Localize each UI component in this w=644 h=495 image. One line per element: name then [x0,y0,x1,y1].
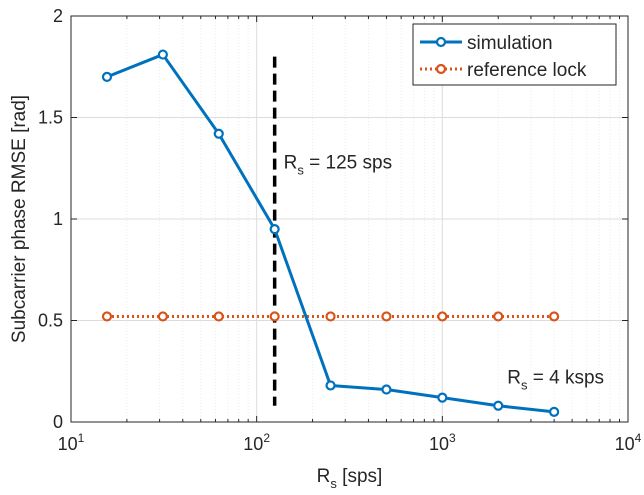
legend-reference-lock-label: reference lock [467,60,587,81]
plot-area [101,49,560,417]
axis-ticks: 101 102 103 104 0 0.5 1 1.5 2 [38,6,642,454]
x-tick-label: 104 [615,431,642,454]
x-tick-label: 102 [243,431,270,454]
series-simulation-point [325,380,336,391]
y-axis-label: Subcarrier phase RMSE [rad] [9,95,30,343]
x-tick-label: 103 [429,431,456,454]
y-tick-label: 1 [53,209,63,229]
legend: simulation reference lock [412,23,617,86]
series-simulation-point [157,49,168,60]
series-simulation-point [213,128,224,139]
y-tick-label: 1.5 [38,108,63,128]
legend-reference-lock-marker [435,63,447,75]
series-simulation-point [381,384,392,395]
y-tick-label: 0.5 [38,311,63,331]
y-tick-label: 2 [53,6,63,26]
series-reference-lock-point [213,311,224,322]
series-simulation-point [493,400,504,411]
x-tick-label: 101 [58,431,85,454]
legend-simulation-label: simulation [467,33,553,54]
annotation-label: Rs = 4 ksps [507,367,604,392]
series-reference-lock-point [269,311,280,322]
y-tick-label: 0 [53,412,63,432]
series-simulation-point [437,392,448,403]
x-axis-label: Rs [sps] [317,466,383,491]
series-reference-lock-point [325,311,336,322]
annotation-label: Rs = 125 sps [284,152,392,177]
legend-box [412,23,617,86]
legend-simulation-marker [435,36,447,48]
series-reference-lock-point [549,311,560,322]
series-reference-lock-point [381,311,392,322]
series-reference-lock-point [437,311,448,322]
series-simulation-point [101,71,113,83]
series-reference-lock-point [493,311,504,322]
series-reference-lock-point [157,311,168,322]
series-simulation-point [269,224,280,235]
series-reference-lock-point [101,311,113,322]
series-simulation-point [549,406,560,417]
annotations: Rs = 125 sps Rs = 4 ksps [284,152,604,392]
